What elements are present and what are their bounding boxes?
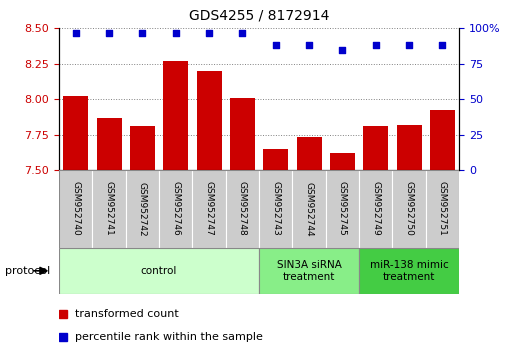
- Bar: [397, 125, 422, 170]
- Bar: [359, 170, 392, 248]
- Bar: [430, 110, 455, 170]
- Point: [205, 30, 213, 35]
- Point: [271, 42, 280, 48]
- Bar: [259, 170, 292, 248]
- Text: GSM952741: GSM952741: [105, 182, 113, 236]
- Point: [105, 30, 113, 35]
- Point: [371, 42, 380, 48]
- Bar: [359, 248, 459, 294]
- Bar: [259, 248, 359, 294]
- Bar: [326, 170, 359, 248]
- Bar: [130, 126, 155, 170]
- Point: [71, 30, 80, 35]
- Text: GSM952749: GSM952749: [371, 182, 380, 236]
- Bar: [59, 170, 92, 248]
- Bar: [226, 170, 259, 248]
- Point: [438, 42, 446, 48]
- Bar: [196, 71, 222, 170]
- Text: GSM952748: GSM952748: [238, 182, 247, 236]
- Point: [405, 42, 413, 48]
- Text: SIN3A siRNA
treatment: SIN3A siRNA treatment: [277, 260, 342, 282]
- Text: GSM952751: GSM952751: [438, 181, 447, 236]
- Point: [338, 47, 346, 52]
- Bar: [192, 170, 226, 248]
- Point: [171, 30, 180, 35]
- Text: percentile rank within the sample: percentile rank within the sample: [75, 332, 263, 342]
- Bar: [292, 170, 326, 248]
- Point: [138, 30, 146, 35]
- Bar: [92, 170, 126, 248]
- Bar: [96, 118, 122, 170]
- Title: GDS4255 / 8172914: GDS4255 / 8172914: [189, 9, 329, 23]
- Bar: [426, 170, 459, 248]
- Text: GSM952744: GSM952744: [305, 182, 313, 236]
- Bar: [159, 170, 192, 248]
- Bar: [163, 61, 188, 170]
- Bar: [392, 170, 426, 248]
- Bar: [59, 248, 259, 294]
- Bar: [263, 149, 288, 170]
- Bar: [330, 153, 355, 170]
- Bar: [230, 98, 255, 170]
- Text: GSM952742: GSM952742: [138, 182, 147, 236]
- Text: GSM952743: GSM952743: [271, 182, 280, 236]
- Text: GSM952746: GSM952746: [171, 182, 180, 236]
- Bar: [126, 170, 159, 248]
- Text: GSM952747: GSM952747: [205, 182, 213, 236]
- Point: [238, 30, 246, 35]
- Text: GSM952740: GSM952740: [71, 182, 80, 236]
- Text: control: control: [141, 266, 177, 276]
- Text: GSM952750: GSM952750: [405, 181, 413, 236]
- Text: GSM952745: GSM952745: [338, 182, 347, 236]
- Point: [305, 42, 313, 48]
- Text: protocol: protocol: [5, 266, 50, 276]
- Bar: [363, 126, 388, 170]
- Bar: [63, 96, 88, 170]
- Text: transformed count: transformed count: [75, 309, 179, 319]
- Bar: [297, 137, 322, 170]
- Text: miR-138 mimic
treatment: miR-138 mimic treatment: [370, 260, 448, 282]
